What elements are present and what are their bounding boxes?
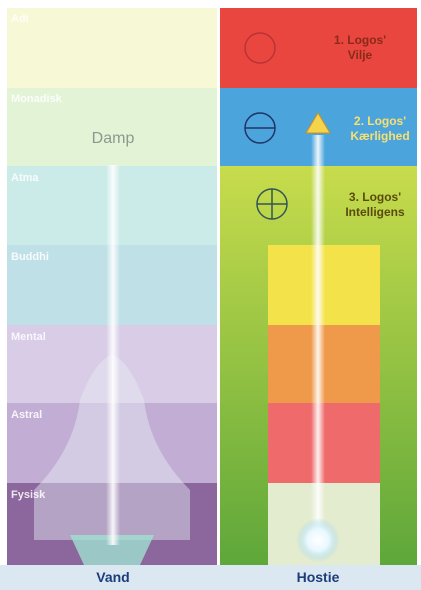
section-label: Kærlighed (350, 129, 409, 143)
band-label: Monadisk (11, 93, 63, 105)
band-label: Astral (11, 409, 42, 421)
caption: Hostie (297, 569, 340, 585)
beam (311, 135, 325, 545)
band-label: Fysisk (11, 489, 46, 501)
band-label: Mental (11, 331, 46, 343)
right-panel: 1. Logos' Vilje 2. Logos' Kærlighed 3. L… (220, 8, 417, 565)
band (7, 8, 217, 88)
left-panel: Adi Monadisk Atma Buddhi Mental Astral F… (7, 8, 217, 565)
beam (106, 165, 120, 545)
band-label: Atma (11, 172, 39, 184)
caption: Vand (96, 569, 129, 585)
section-label: 2. Logos' (354, 114, 406, 128)
section-label: 3. Logos' (349, 190, 401, 204)
band-label: Adi (11, 13, 29, 25)
band-label: Buddhi (11, 251, 49, 263)
section-label: 1. Logos' (334, 33, 386, 47)
caption-bar (0, 565, 421, 590)
section-label: Vilje (348, 48, 373, 62)
center-label: Damp (92, 130, 135, 147)
section (220, 8, 417, 88)
section-label: Intelligens (345, 205, 405, 219)
illustration: Adi Monadisk Atma Buddhi Mental Astral F… (0, 0, 421, 590)
orb (296, 518, 340, 562)
